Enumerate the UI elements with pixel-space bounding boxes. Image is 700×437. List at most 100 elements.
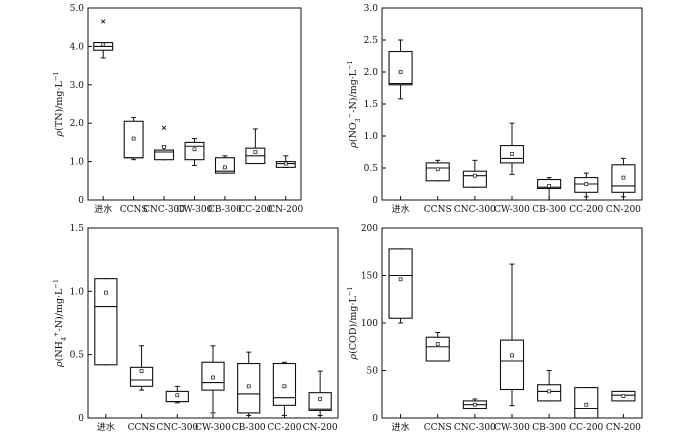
box-CNC-300 <box>462 159 487 188</box>
category-label: CN-200 <box>606 205 641 215</box>
box-CC-200 <box>574 387 599 419</box>
category-label: 进水 <box>94 203 112 215</box>
category-label: CCNS <box>120 205 148 215</box>
y-tick-label: 2.0 <box>364 68 379 78</box>
box-CN-200 <box>275 155 296 168</box>
iqr-box <box>537 178 562 190</box>
y-tick-label: 0.5 <box>70 351 85 361</box>
y-axis-label: ρ(COD)/mg·L−1 <box>346 287 359 361</box>
box-CB-300 <box>537 177 562 201</box>
iqr-box <box>425 336 450 362</box>
category-label: CNC-300 <box>156 423 198 433</box>
iqr-box <box>272 362 297 406</box>
mean-marker <box>162 145 166 149</box>
category-label: CC-200 <box>569 423 603 433</box>
box-CN-200 <box>611 157 636 198</box>
box-CN-200 <box>308 370 332 416</box>
mean-marker <box>510 152 514 156</box>
mean-marker <box>398 277 403 282</box>
category-label: CW-300 <box>195 423 231 433</box>
box-CB-300 <box>537 370 562 402</box>
mean-marker <box>101 42 106 47</box>
box-CNC-300 <box>462 398 487 410</box>
category-label: CB-300 <box>208 205 242 215</box>
category-label: CW-300 <box>494 205 530 215</box>
mean-marker <box>211 375 215 380</box>
box-CW-300 <box>184 138 205 166</box>
box-进水 <box>93 19 114 59</box>
category-label: 进水 <box>392 421 410 433</box>
y-tick-label: 0 <box>78 196 84 206</box>
category-label: CC-200 <box>267 423 301 433</box>
y-tick-label: 4.0 <box>70 42 85 52</box>
y-tick-label: 2.0 <box>70 119 85 129</box>
plot-frame <box>87 7 302 201</box>
category-label: CCNS <box>424 423 452 433</box>
mean-marker <box>318 397 322 401</box>
y-tick-label: 1.5 <box>70 224 85 234</box>
iqr-box <box>388 50 413 86</box>
mean-marker <box>192 147 197 152</box>
outlier-marker <box>161 125 167 130</box>
y-tick-label: 0 <box>372 414 378 424</box>
y-tick-label: 3.0 <box>70 81 85 91</box>
y-tick-label: 100 <box>361 319 378 329</box>
chart-panel-1: 0 1.0 2.0 3.0 4.0 5.0 进水 CCNSCNC-300CW-300CB-30… <box>52 4 304 215</box>
box-CW-300 <box>201 345 225 414</box>
iqr-box <box>129 366 154 387</box>
y-tick-label: 5.0 <box>70 4 85 14</box>
y-tick-label: 0.5 <box>364 164 379 174</box>
category-label: 进水 <box>97 421 115 433</box>
y-tick-label: 200 <box>361 224 378 234</box>
category-label: CN-200 <box>268 205 303 215</box>
y-tick-label: 0 <box>372 196 378 206</box>
box-CCNS <box>123 116 144 161</box>
category-label: CNC-300 <box>454 205 496 215</box>
iqr-box <box>499 339 525 391</box>
category-label: CN-200 <box>303 423 338 433</box>
iqr-box <box>237 362 261 414</box>
y-tick-label: 3.0 <box>364 4 379 14</box>
mean-marker <box>584 402 589 407</box>
box-进水 <box>388 248 413 324</box>
mean-marker <box>104 290 108 295</box>
mean-marker <box>473 402 477 407</box>
category-label: CB-300 <box>532 423 566 433</box>
category-label: CC-200 <box>238 205 272 215</box>
category-label: CC-200 <box>569 205 603 215</box>
y-tick-label: 50 <box>367 367 379 377</box>
box-进水 <box>388 39 413 100</box>
box-CNC-300 <box>165 385 189 404</box>
iqr-box <box>154 149 175 161</box>
iqr-box <box>94 278 118 366</box>
category-label: CNC-300 <box>454 423 496 433</box>
mean-marker <box>223 165 227 170</box>
box-CW-300 <box>499 263 525 407</box>
category-label: CW-300 <box>494 423 530 433</box>
mean-marker <box>282 384 287 389</box>
category-label: CCNS <box>424 205 452 215</box>
mean-marker <box>547 389 551 394</box>
box-CC-200 <box>245 128 266 165</box>
box-CC-200 <box>574 172 599 198</box>
mean-marker <box>547 184 551 188</box>
y-tick-label: 1.0 <box>364 132 379 142</box>
mean-marker <box>175 393 180 398</box>
box-CW-300 <box>499 122 525 175</box>
y-tick-label: 1.0 <box>70 287 85 297</box>
box-CCNS <box>425 159 450 182</box>
mean-marker <box>584 182 589 186</box>
outlier-marker <box>101 19 106 24</box>
mean-marker <box>435 167 440 172</box>
y-tick-label: 2.5 <box>364 36 379 46</box>
mean-marker <box>621 394 626 398</box>
iqr-box <box>388 248 413 319</box>
box-CB-300 <box>214 155 235 174</box>
mean-marker <box>435 342 440 346</box>
category-label: CB-300 <box>532 205 566 215</box>
mean-marker <box>621 175 626 180</box>
y-axis-label: ρ(NH4+-N)/mg·L−1 <box>52 279 68 368</box>
mean-marker <box>283 161 288 166</box>
mean-marker <box>473 173 477 178</box>
